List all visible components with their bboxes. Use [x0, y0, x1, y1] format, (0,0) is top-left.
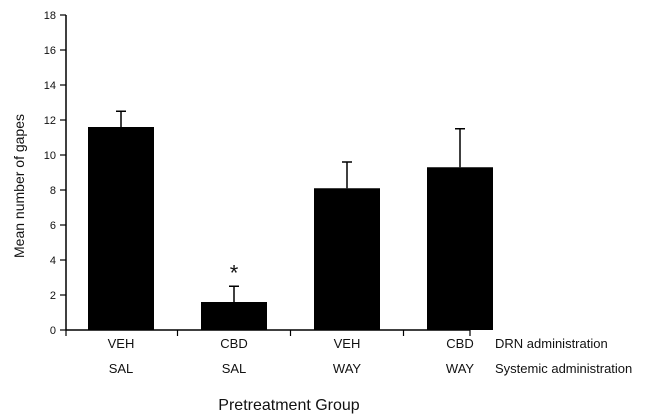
y-tick-label: 10 — [44, 150, 56, 162]
y-tick-label: 4 — [50, 255, 56, 267]
y-tick-label: 18 — [44, 10, 56, 22]
bar — [88, 127, 154, 330]
category-label: VEH — [334, 336, 361, 351]
bar — [427, 167, 493, 330]
bar — [314, 188, 380, 330]
y-tick-label: 6 — [50, 220, 56, 232]
category-label: VEH — [108, 336, 135, 351]
x-axis-title: Pretreatment Group — [218, 397, 360, 414]
error-bars — [116, 110, 465, 302]
annotations: * — [230, 260, 239, 285]
y-tick-label: 16 — [44, 45, 56, 57]
y-tick-label: 0 — [50, 325, 56, 337]
category-label: WAY — [446, 361, 474, 376]
category-label: WAY — [333, 361, 361, 376]
category-label: CBD — [446, 336, 473, 351]
category-row-title: DRN administration — [495, 336, 608, 351]
significance-marker: * — [230, 260, 239, 285]
y-tick-label: 8 — [50, 185, 56, 197]
y-axis: 0 2 4 6 8 10 12 14 16 18 — [44, 10, 67, 337]
category-label: SAL — [222, 361, 247, 376]
category-label: CBD — [220, 336, 247, 351]
y-tick-label: 2 — [50, 290, 56, 302]
y-axis-title: Mean number of gapes — [11, 114, 27, 258]
y-tick-label: 14 — [44, 80, 56, 92]
category-label: SAL — [109, 361, 134, 376]
bars — [88, 127, 493, 330]
bar — [201, 302, 267, 330]
y-tick-label: 12 — [44, 115, 56, 127]
x-axis: VEH CBD VEH CBD DRN administration SAL SAL WAY W… — [65, 329, 632, 376]
category-row-title: Systemic administration — [495, 361, 632, 376]
